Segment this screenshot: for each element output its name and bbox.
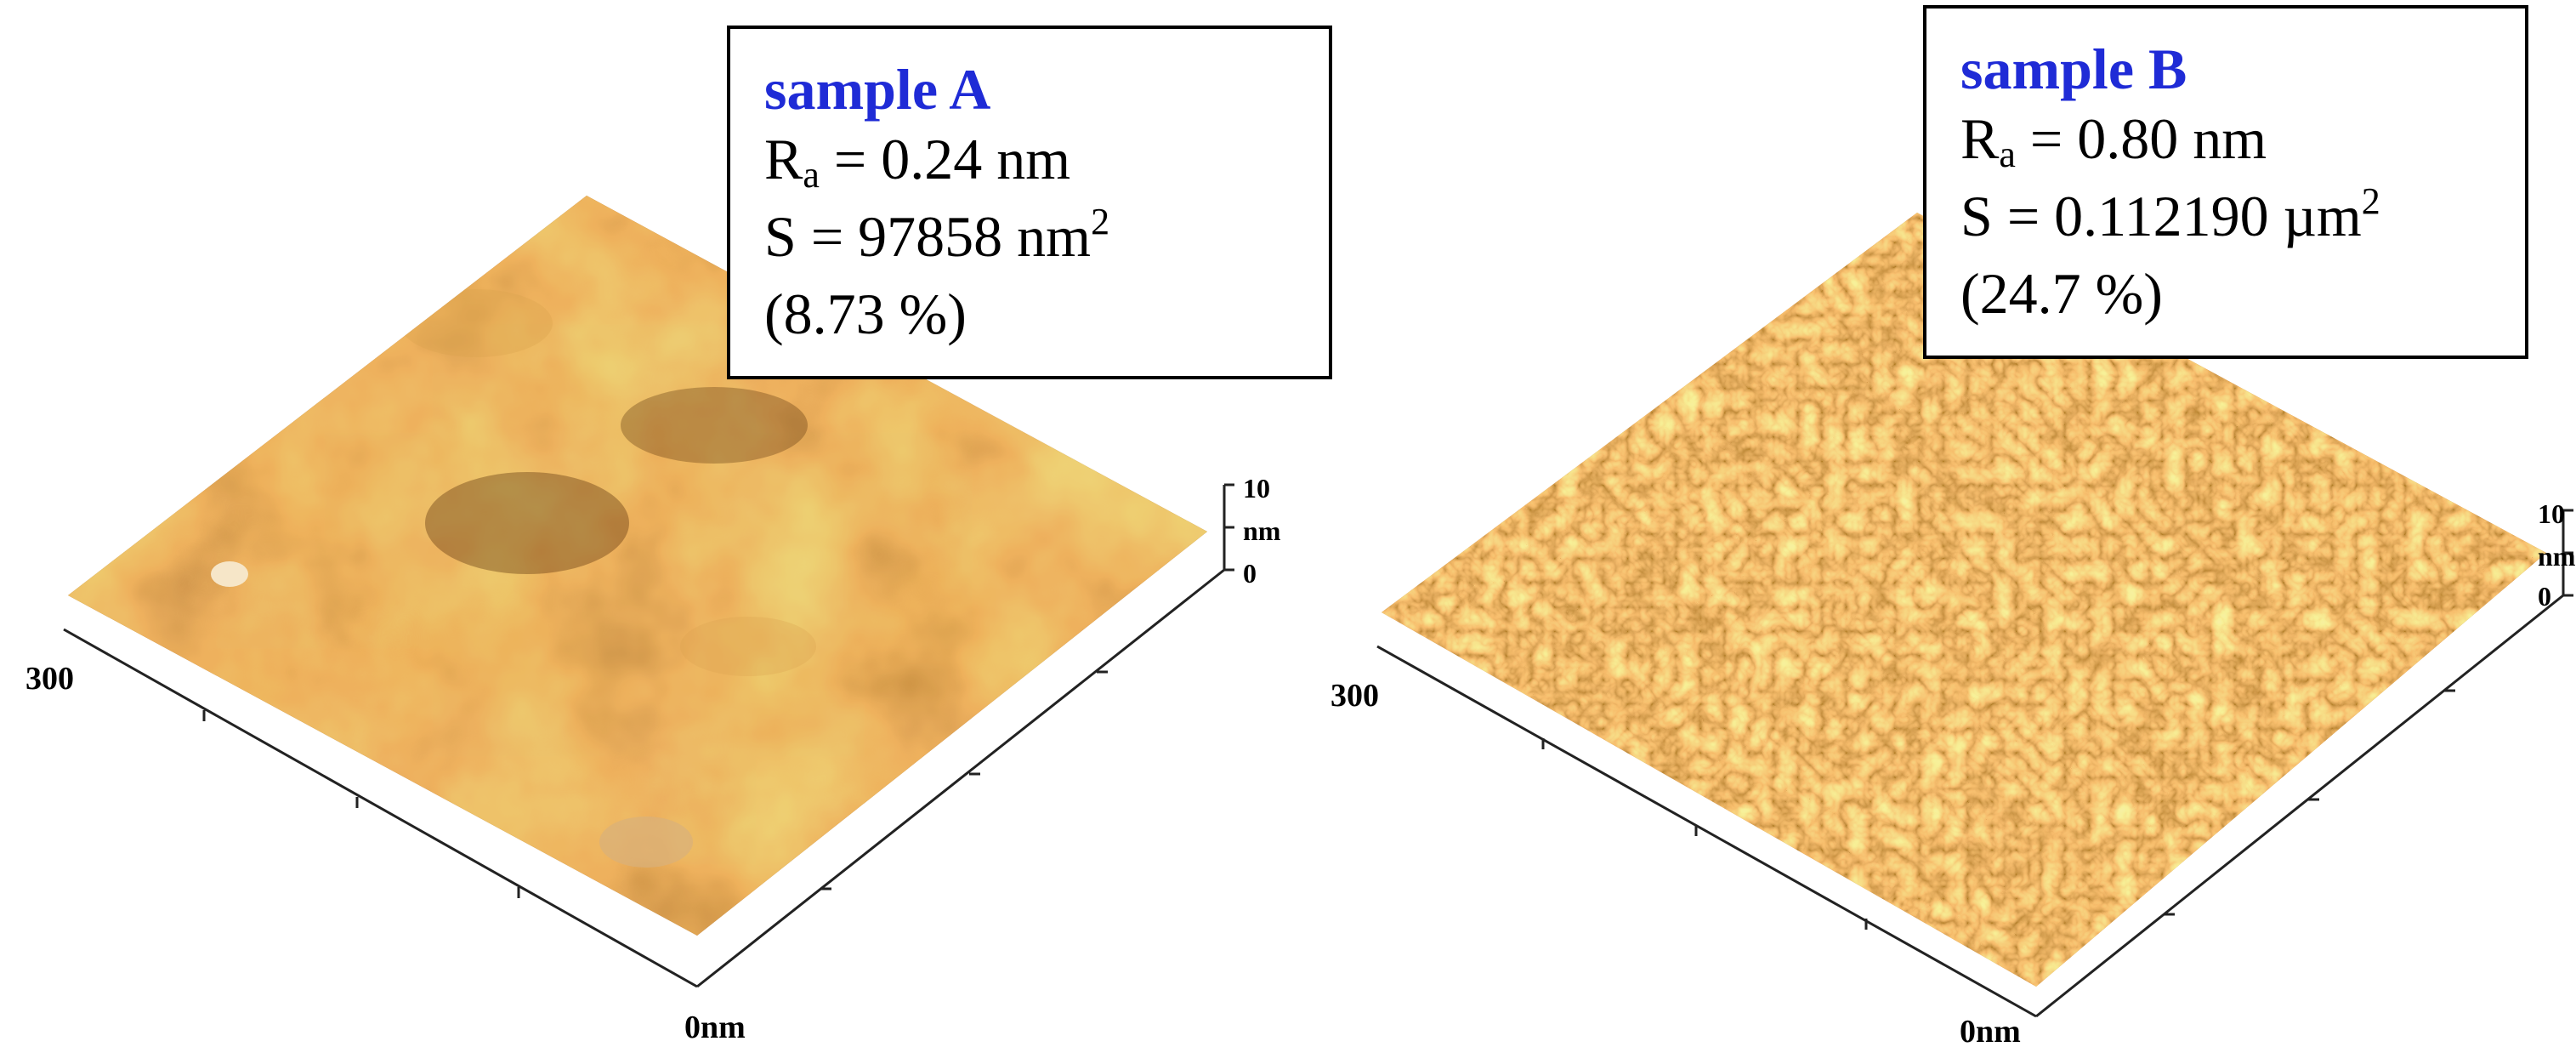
- info-box-a: sample A Ra = 0.24 nm S = 97858 nm2 (8.7…: [727, 26, 1332, 379]
- z-max-label-b: 10: [2538, 498, 2565, 529]
- ra-line-a: Ra = 0.24 nm: [764, 124, 1295, 202]
- sample-title-b: sample B: [1960, 37, 2187, 101]
- s-text-b: S = 0.112190 µm: [1960, 184, 2362, 248]
- ra-symbol-b: R: [1960, 106, 2000, 171]
- ra-subscript-a: a: [803, 154, 820, 196]
- percent-line-b: (24.7 %): [1960, 261, 2163, 326]
- ra-line-b: Ra = 0.80 nm: [1960, 104, 2491, 181]
- afm-panel-sample-a: 300 0nm 10 nm 0 sample A Ra = 0.24 nm S …: [26, 26, 1332, 1045]
- z-unit-label-a: nm: [1243, 515, 1281, 546]
- ra-subscript-b: a: [1999, 134, 2016, 175]
- percent-line-a: (8.73 %): [764, 282, 967, 346]
- origin-label-b: 0nm: [1960, 1014, 2021, 1047]
- ra-symbol-a: R: [764, 127, 803, 191]
- s-superscript-a: 2: [1091, 201, 1110, 242]
- s-line-b: S = 0.112190 µm2: [1960, 180, 2491, 259]
- s-line-a: S = 97858 nm2: [764, 201, 1295, 279]
- info-box-b: sample B Ra = 0.80 nm S = 0.112190 µm2 (…: [1923, 5, 2528, 359]
- y-axis-max-label-b: 300: [1331, 678, 1379, 714]
- origin-label-a: 0nm: [684, 1010, 746, 1045]
- s-superscript-b: 2: [2361, 180, 2380, 222]
- afm-panel-sample-b: 300 0nm 10 nm 0 sample B Ra = 0.80 nm S …: [1288, 0, 2576, 1047]
- z-unit-label-b: nm: [2538, 541, 2576, 572]
- ra-value-a: = 0.24 nm: [819, 127, 1071, 191]
- afm-surface-plot-a: 300 0nm 10 nm 0: [26, 196, 1281, 1045]
- axes-a: [63, 483, 1234, 988]
- axes-b: [1376, 509, 2573, 1018]
- z-zero-label-a: 0: [1243, 558, 1257, 589]
- z-max-label-a: 10: [1243, 473, 1270, 504]
- surface-highlights-a: [211, 289, 816, 868]
- s-text-a: S = 97858 nm: [764, 204, 1092, 269]
- ra-value-b: = 0.80 nm: [2015, 106, 2267, 171]
- y-axis-max-label-a: 300: [26, 661, 74, 697]
- z-zero-label-b: 0: [2538, 581, 2551, 612]
- sample-title-a: sample A: [764, 57, 991, 122]
